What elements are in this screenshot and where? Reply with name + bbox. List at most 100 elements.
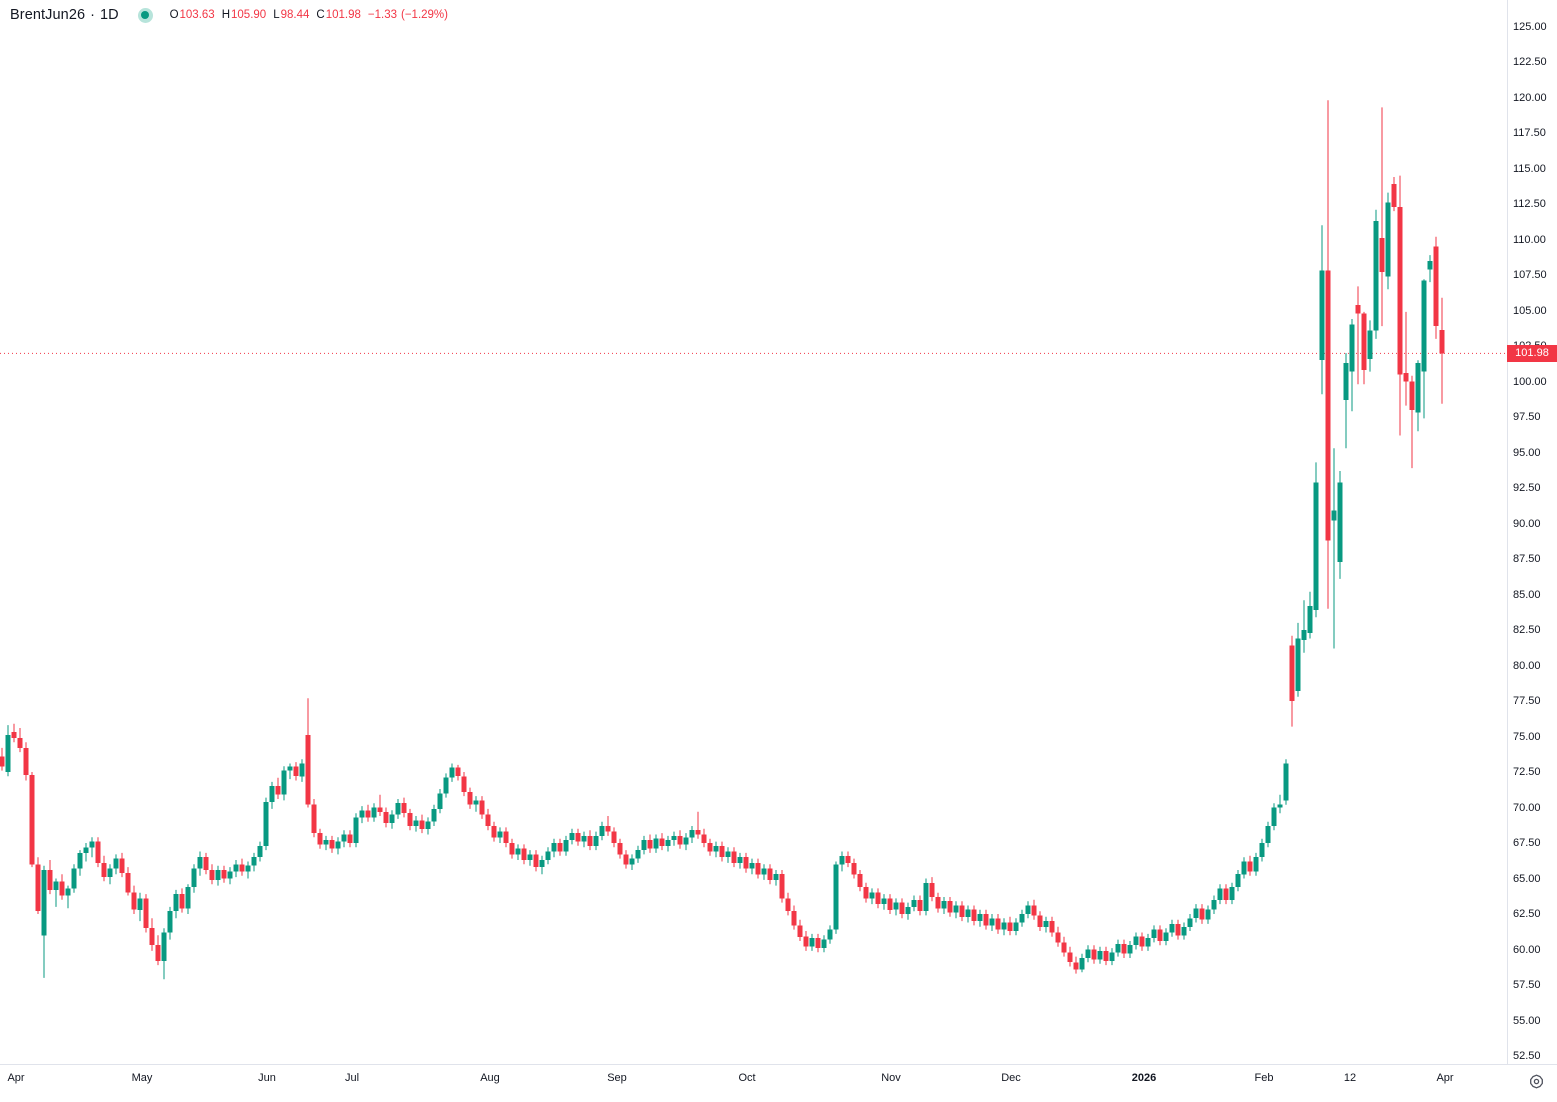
candle-body [1097,950,1103,960]
candle-body [1253,857,1259,872]
candle-body [1217,888,1223,900]
candle-body [1169,923,1175,933]
candle-body [551,843,557,852]
candle-body [1247,861,1253,872]
candle-body [1271,807,1277,826]
candle-body [239,864,245,872]
candle-body [545,851,551,860]
low-label: L [273,9,280,21]
ohlc-readout: O 103.63 H 105.90 L 98.44 C 101.98 −1.33… [170,9,452,21]
candle-body [1265,826,1271,843]
candle-body [905,906,911,914]
market-status-icon[interactable] [137,7,153,23]
candle-body [539,860,545,868]
candle-body [359,810,365,818]
candle-body [725,851,731,858]
time-axis[interactable]: Apr May Jun Jul Aug Sep Oct Nov Dec 2026 Feb 12 Apr [0,1065,1507,1102]
price-tick-label: 65.00 [1513,872,1541,885]
candle-body [719,845,725,858]
candle-body [1151,929,1157,939]
candle-body [1319,270,1325,361]
candle-body [977,914,983,922]
candle-body [101,862,107,878]
candle-body [1313,482,1319,611]
candle-body [713,845,719,852]
candle-body [1061,942,1067,953]
candle-body [1133,936,1139,946]
candle-body [1037,915,1043,927]
candle-body [563,840,569,852]
candle-body [395,803,401,815]
candle-body [659,838,665,846]
candle-body [965,909,971,917]
candle-body [1073,962,1079,970]
candle-body [1289,645,1295,701]
candle-body [389,814,395,824]
time-tick-label: Jul [344,1072,360,1084]
candle-body [1397,206,1403,375]
candle-body [347,834,353,843]
candle-body [1367,330,1373,359]
candle-body [1085,949,1091,958]
candle-body [911,899,917,907]
candle-body [671,835,677,841]
candle-body [287,766,293,771]
candle-body [1121,943,1127,954]
time-tick-label: Dec [1001,1072,1021,1084]
candle-body [731,851,737,863]
candle-body [77,852,83,869]
candle-body [827,929,833,940]
candle-body [1349,324,1355,372]
candle-body [983,914,989,926]
candle-body [173,894,179,912]
high-label: H [221,9,231,21]
time-tick-label: Sep [607,1072,627,1084]
candle-body [785,898,791,912]
price-tick-label: 57.50 [1513,979,1541,991]
candle-body [119,858,125,873]
candlestick-chart-pane[interactable] [0,0,1507,1064]
candle-body [281,770,287,795]
candle-body [257,845,263,858]
candle-body [125,872,131,893]
candle-body [11,732,17,738]
symbol-name[interactable]: BrentJun26 [10,7,86,23]
time-tick-label: 12 [1343,1072,1357,1084]
candle-body [335,841,341,849]
price-tick-label: 85.00 [1513,588,1541,601]
candle-body [899,902,905,914]
candle-body [575,833,581,842]
candle-body [689,830,695,838]
candle-body [317,833,323,845]
candle-body [569,833,575,841]
time-tick-label: May [131,1072,153,1084]
candle-body [773,874,779,880]
time-tick-label: Aug [480,1072,500,1084]
candle-body [149,928,155,946]
candle-body [323,840,329,845]
candle-body [869,892,875,899]
candle-body [1019,914,1025,923]
candle-body [1241,861,1247,875]
candle-body [923,882,929,912]
candle-body [767,868,773,880]
candle-body [851,862,857,875]
candle-body [707,843,713,852]
candle-body [131,892,137,910]
candle-body [1409,381,1415,410]
time-tick-label: 2026 [1131,1072,1157,1084]
price-tick-label: 60.00 [1513,943,1541,956]
axis-settings-button[interactable] [1526,1071,1546,1091]
price-axis[interactable]: 125.00 122.50 120.00 117.50 115.00 112.50 110.… [1508,0,1557,1064]
interval-label[interactable]: 1D [100,7,119,23]
price-tick-label: 125.00 [1513,20,1547,33]
candle-body [233,864,239,872]
candle-body [1235,874,1241,887]
candle-body [203,857,209,870]
time-tick-label: Oct [738,1072,756,1084]
candle-body [167,911,173,933]
candle-body [215,870,221,880]
candle-body [881,898,887,905]
close-label: C [316,9,325,21]
